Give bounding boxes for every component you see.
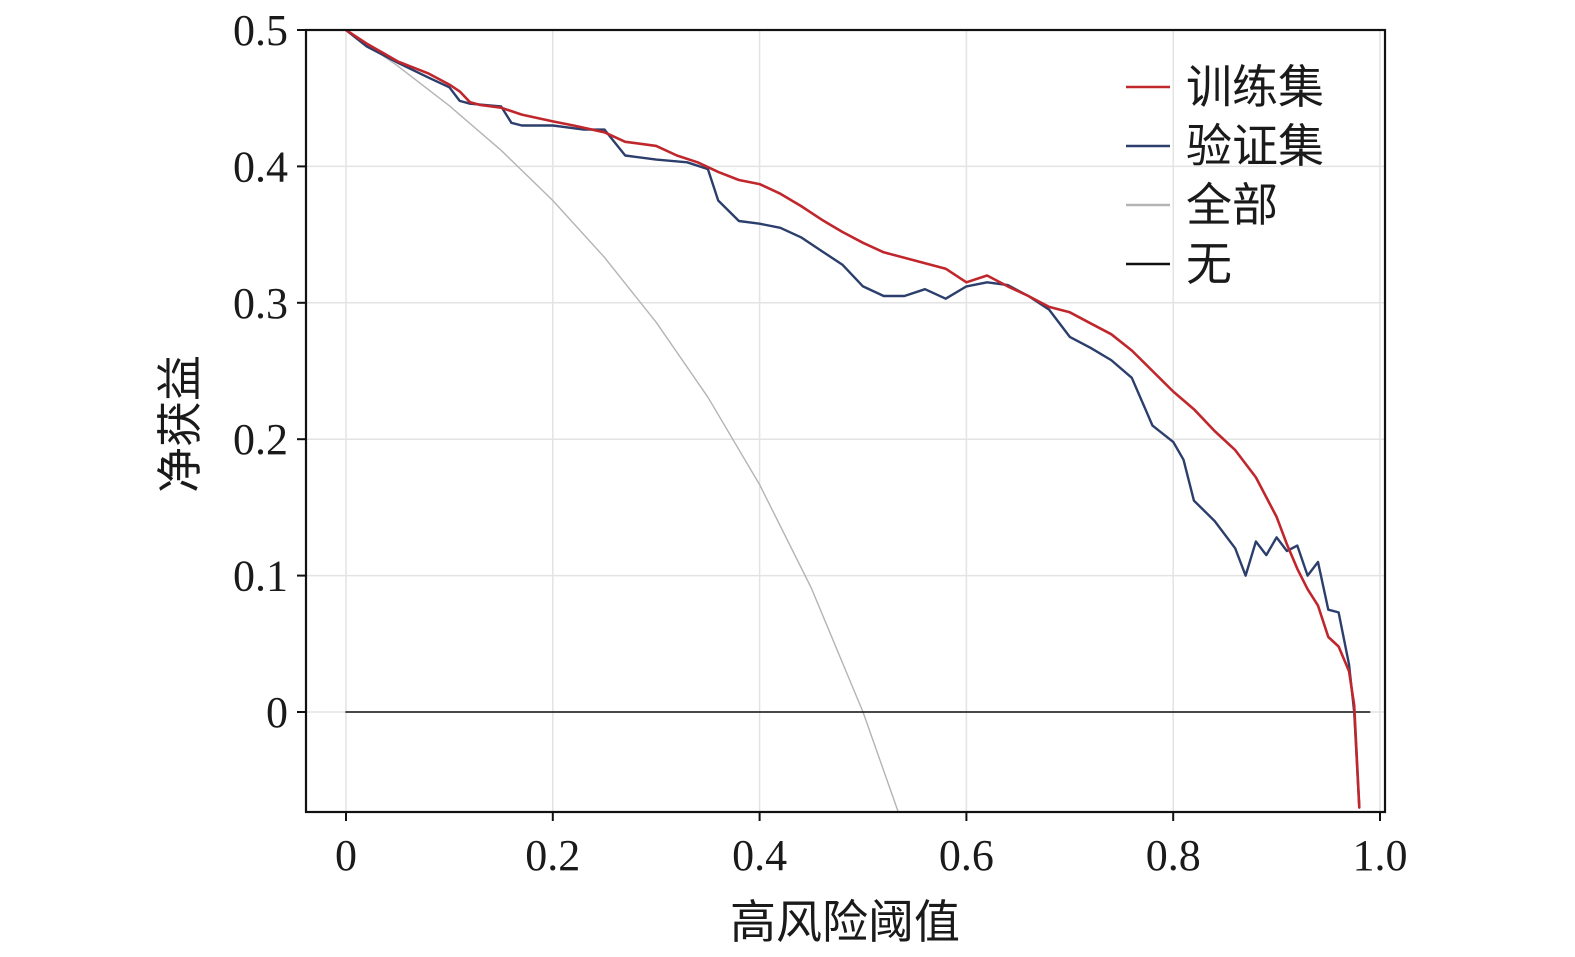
series-line-2 <box>345 30 899 812</box>
legend-label-3: 无 <box>1186 237 1232 291</box>
ticks: 0 0.2 0.4 0.6 0.8 1.0 0 0.1 0.2 0.3 0.4 0.5 <box>233 6 1408 880</box>
legend-label-2: 全部 <box>1186 178 1278 232</box>
y-tick-label-2: 0.2 <box>233 415 288 464</box>
x-tick-label-4: 0.8 <box>1146 831 1201 880</box>
x-tick-label-1: 0.2 <box>525 831 580 880</box>
x-tick-label-2: 0.4 <box>732 831 787 880</box>
plot-frame <box>304 28 1387 814</box>
legend-label-1: 验证集 <box>1186 119 1324 173</box>
series-layer <box>344 30 1371 812</box>
x-tick-label-0: 0 <box>335 831 357 880</box>
series-line-0 <box>344 30 1361 809</box>
y-tick-label-1: 0.1 <box>233 552 288 601</box>
series-line-1 <box>344 30 1361 809</box>
legend-label-0: 训练集 <box>1186 60 1324 114</box>
y-tick-label-0: 0 <box>266 688 288 737</box>
y-tick-label-5: 0.5 <box>233 6 288 55</box>
x-tick-label-5: 1.0 <box>1353 831 1408 880</box>
x-tick-label-3: 0.6 <box>939 831 994 880</box>
y-tick-label-3: 0.3 <box>233 279 288 328</box>
y-tick-label-4: 0.4 <box>233 142 288 191</box>
x-axis-label: 高风险阈值 <box>730 895 960 949</box>
y-axis-label: 净获益 <box>153 355 207 493</box>
